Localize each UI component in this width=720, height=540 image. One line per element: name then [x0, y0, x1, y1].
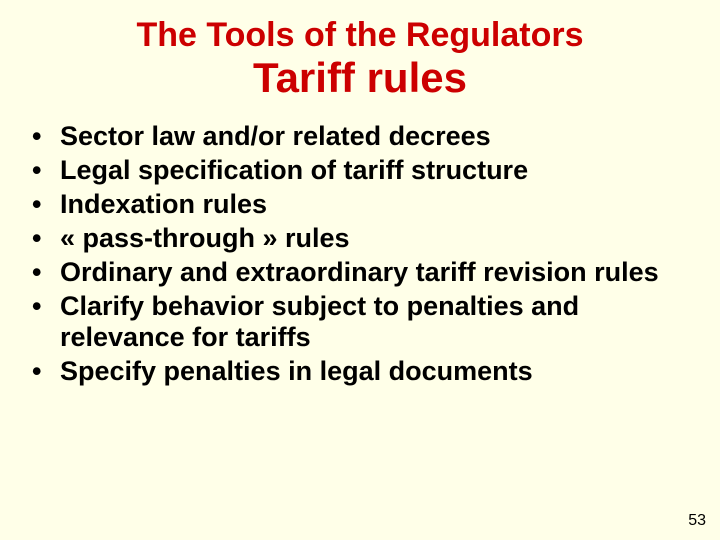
page-number: 53: [688, 512, 706, 530]
bullet-list: Sector law and/or related decrees Legal …: [20, 121, 700, 388]
title-line-2: Tariff rules: [20, 55, 700, 101]
bullet-item: « pass-through » rules: [28, 223, 692, 255]
title-line-1: The Tools of the Regulators: [20, 10, 700, 55]
bullet-item: Specify penalties in legal documents: [28, 356, 692, 388]
bullet-item: Sector law and/or related decrees: [28, 121, 692, 153]
bullet-item: Ordinary and extraordinary tariff revisi…: [28, 257, 692, 289]
bullet-item: Clarify behavior subject to penalties an…: [28, 291, 692, 355]
slide: The Tools of the Regulators Tariff rules…: [0, 0, 720, 540]
bullet-item: Legal specification of tariff structure: [28, 155, 692, 187]
bullet-item: Indexation rules: [28, 189, 692, 221]
